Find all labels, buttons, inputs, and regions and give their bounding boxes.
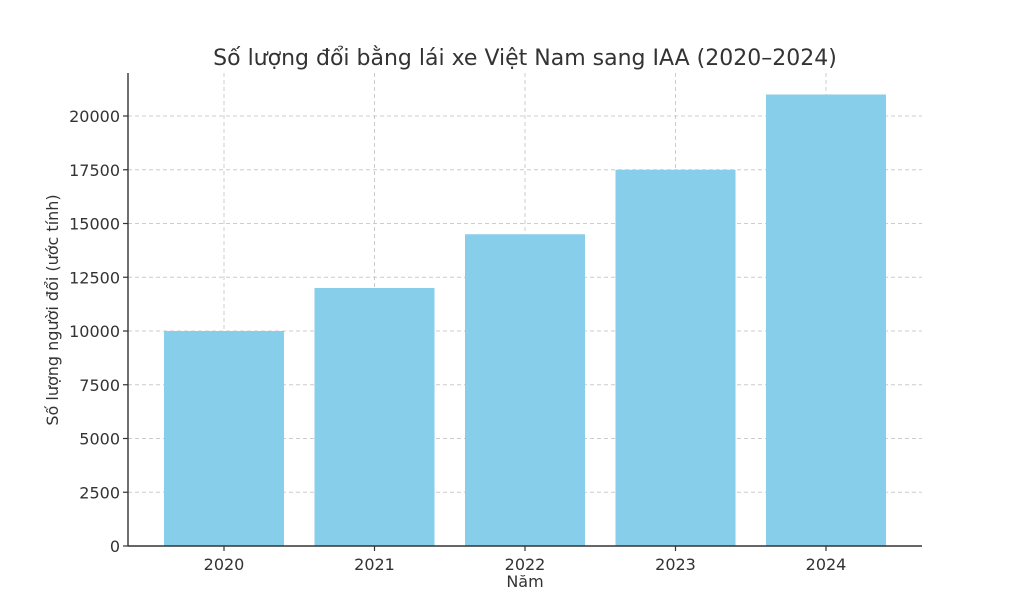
bar-2021 xyxy=(314,288,435,546)
bar-2024 xyxy=(766,94,886,546)
bar-2023 xyxy=(615,169,736,546)
x-tick-label: 2024 xyxy=(806,555,847,574)
y-tick-label: 20000 xyxy=(69,107,120,126)
x-tick-label: 2022 xyxy=(505,555,546,574)
y-tick-label: 17500 xyxy=(69,161,120,180)
y-tick-label: 7500 xyxy=(79,376,120,395)
y-axis-title: Số lượng người đổi (ước tính) xyxy=(43,194,62,425)
y-tick-label: 5000 xyxy=(79,430,120,449)
x-tick-label: 2023 xyxy=(655,555,696,574)
y-tick-label: 0 xyxy=(110,537,120,556)
bar-2020 xyxy=(164,331,284,546)
bar-2022 xyxy=(465,234,585,546)
bars-layer xyxy=(164,94,886,546)
x-tick-label: 2020 xyxy=(204,555,245,574)
x-tick-label: 2021 xyxy=(354,555,395,574)
y-tick-label: 10000 xyxy=(69,322,120,341)
x-axis-title: Năm xyxy=(506,572,543,591)
y-tick-label: 12500 xyxy=(69,268,120,287)
chart-title: Số lượng đổi bằng lái xe Việt Nam sang I… xyxy=(213,46,837,71)
y-ticks-layer: 0 2500 5000 7500 10000 12500 15000 17500 20000 xyxy=(69,107,128,556)
y-tick-label: 15000 xyxy=(69,215,120,234)
y-tick-label: 2500 xyxy=(79,483,120,502)
x-ticks-layer: 2020 2021 2022 2023 2024 xyxy=(204,546,847,574)
